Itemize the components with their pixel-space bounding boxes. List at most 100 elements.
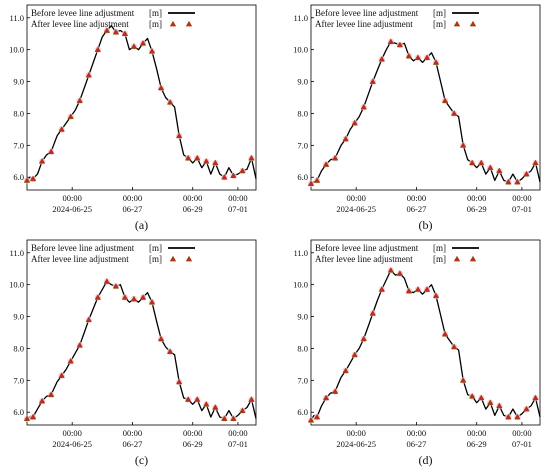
legend-triangle-swatch — [453, 255, 461, 262]
series-point-after — [423, 54, 431, 60]
series-point-after — [414, 54, 422, 60]
legend-triangle-swatch — [469, 20, 477, 27]
series-point-after — [441, 330, 449, 337]
series-point-after — [230, 172, 237, 178]
x-tick-time: 00:00 — [228, 193, 247, 203]
series-point-after — [487, 164, 494, 171]
series-point-after — [230, 415, 237, 421]
series-point-after — [58, 372, 65, 378]
x-tick-date: 07-01 — [512, 204, 532, 214]
series-point-after — [313, 413, 321, 420]
legend-label: After levee line adjustment — [31, 19, 129, 29]
x-tick-time: 00:00 — [63, 193, 82, 203]
series-point-after — [360, 335, 367, 342]
legend-unit: [m] — [149, 243, 162, 253]
series-point-after — [468, 392, 476, 399]
x-tick-time: 00:00 — [183, 193, 202, 203]
series-point-after — [396, 41, 404, 48]
series-point-after — [523, 170, 530, 177]
y-tick-label: 11.0 — [9, 13, 24, 23]
series-point-after — [351, 351, 358, 358]
x-tick-date: 07-01 — [228, 439, 248, 449]
series-point-after — [67, 357, 74, 364]
series-point-after — [212, 404, 219, 410]
y-tick-label: 6.0 — [297, 407, 308, 417]
panel-label: (b) — [419, 218, 433, 232]
series-point-after — [175, 378, 183, 385]
y-tick-label: 7.0 — [13, 375, 24, 385]
series-point-after — [322, 161, 330, 167]
series-point-after — [184, 154, 192, 161]
series-point-after — [221, 415, 228, 421]
x-tick-time: 00:00 — [467, 193, 486, 203]
series-point-after — [67, 113, 74, 119]
x-tick-time: 00:00 — [407, 428, 426, 438]
x-tick-time: 00:00 — [347, 193, 366, 203]
series-point-after — [85, 71, 93, 78]
series-point-after — [194, 154, 201, 161]
series-point-after — [405, 52, 413, 59]
x-tick-time: 00:00 — [467, 428, 486, 438]
series-point-after — [221, 173, 228, 180]
series-point-after — [166, 348, 174, 354]
series-point-after — [85, 316, 93, 323]
series-point-after — [130, 43, 138, 49]
series-point-after — [378, 55, 386, 62]
legend-triangle-swatch — [169, 255, 177, 262]
series-point-after — [307, 180, 315, 186]
series-point-after — [157, 84, 165, 91]
series-point-after — [203, 157, 210, 164]
series-point-after — [432, 59, 440, 65]
series-point-after — [387, 266, 395, 273]
chart-panel-c: 6.07.08.09.010.011.000:002024-06-2500:00… — [9, 239, 257, 467]
y-tick-label: 6.0 — [13, 407, 24, 417]
series-point-after — [130, 295, 138, 302]
legend-triangle-swatch — [185, 255, 193, 262]
chart-panel-a: 6.07.08.09.010.011.000:002024-06-2500:00… — [9, 4, 257, 232]
x-tick-date: 2024-06-25 — [52, 439, 92, 449]
legend-unit: [m] — [433, 254, 446, 264]
legend-triangle-swatch — [185, 20, 193, 27]
series-point-after — [441, 97, 449, 104]
series-point-after — [369, 310, 377, 316]
series-point-after — [139, 39, 147, 46]
y-tick-label: 9.0 — [13, 77, 24, 87]
series-point-after — [112, 282, 120, 289]
series-line-before — [310, 269, 541, 421]
y-tick-label: 9.0 — [297, 77, 308, 87]
series-point-after — [38, 397, 46, 404]
series-point-after — [157, 335, 165, 342]
y-tick-label: 10.0 — [9, 280, 24, 290]
legend-unit: [m] — [433, 19, 446, 29]
x-tick-date: 07-01 — [228, 204, 248, 214]
legend-unit: [m] — [149, 19, 162, 29]
series-point-after — [487, 399, 494, 406]
series-point-after — [194, 396, 201, 402]
series-point-after — [459, 142, 467, 148]
series-point-after — [505, 178, 512, 185]
series-point-after — [94, 46, 102, 53]
y-tick-label: 9.0 — [13, 312, 24, 322]
series-line-before — [26, 25, 257, 181]
series-point-after — [58, 126, 65, 132]
y-tick-label: 10.0 — [293, 45, 308, 55]
plot-frame — [26, 239, 257, 426]
y-tick-label: 7.0 — [13, 140, 24, 150]
series-point-after — [112, 28, 120, 35]
series-point-after — [29, 413, 37, 420]
x-tick-time: 00:00 — [63, 428, 82, 438]
series-point-after — [532, 159, 539, 166]
series-point-after — [369, 78, 377, 84]
x-tick-date: 07-01 — [512, 439, 532, 449]
series-point-after — [175, 132, 183, 139]
y-tick-label: 8.0 — [13, 108, 24, 118]
series-point-after — [121, 30, 129, 37]
series-point-after — [212, 159, 219, 166]
y-tick-label: 6.0 — [13, 172, 24, 182]
series-point-after — [148, 47, 156, 54]
x-tick-date: 06-27 — [407, 204, 427, 214]
series-point-after — [378, 286, 386, 292]
series-point-after — [331, 154, 339, 161]
